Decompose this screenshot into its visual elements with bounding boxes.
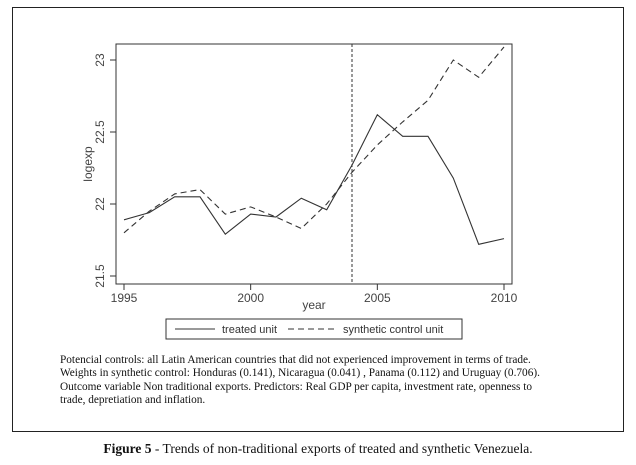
y-tick-label: 22.5 [93,120,107,144]
x-tick-label: 1995 [111,291,138,305]
plot-area [115,43,513,285]
x-tick-label: 2005 [364,291,391,305]
figure-notes: Potencial controls: all Latin American c… [60,354,620,408]
caption-text: - Trends of non-traditional exports of t… [151,441,533,456]
note-line: Weights in synthetic control: Honduras (… [60,367,540,380]
figure-frame [12,7,624,432]
x-tick-label: 2010 [491,291,518,305]
note-line: trade, depretiation and inflation. [60,394,206,407]
y-tick-label: 23 [93,53,107,67]
legend-label: treated unit [222,324,277,336]
y-tick-label: 21.5 [93,264,107,288]
figure-caption: Figure 5 - Trends of non-traditional exp… [0,441,636,457]
note-line: Potencial controls: all Latin American c… [60,354,531,366]
x-axis-label: year [302,298,325,312]
y-axis-label: logexp [81,146,95,182]
legend-label: synthetic control unit [343,324,443,336]
synthetic-control-line [123,46,505,234]
caption-label: Figure 5 [103,441,152,456]
x-tick-label: 2000 [237,291,264,305]
y-tick-label: 22 [93,197,107,211]
note-line: Outcome variable Non traditional exports… [60,380,533,393]
treated-unit-line [123,113,505,245]
line-chart: 21.5 22 22.5 23 1995 2000 2005 2010 logexp yea… [81,43,518,340]
